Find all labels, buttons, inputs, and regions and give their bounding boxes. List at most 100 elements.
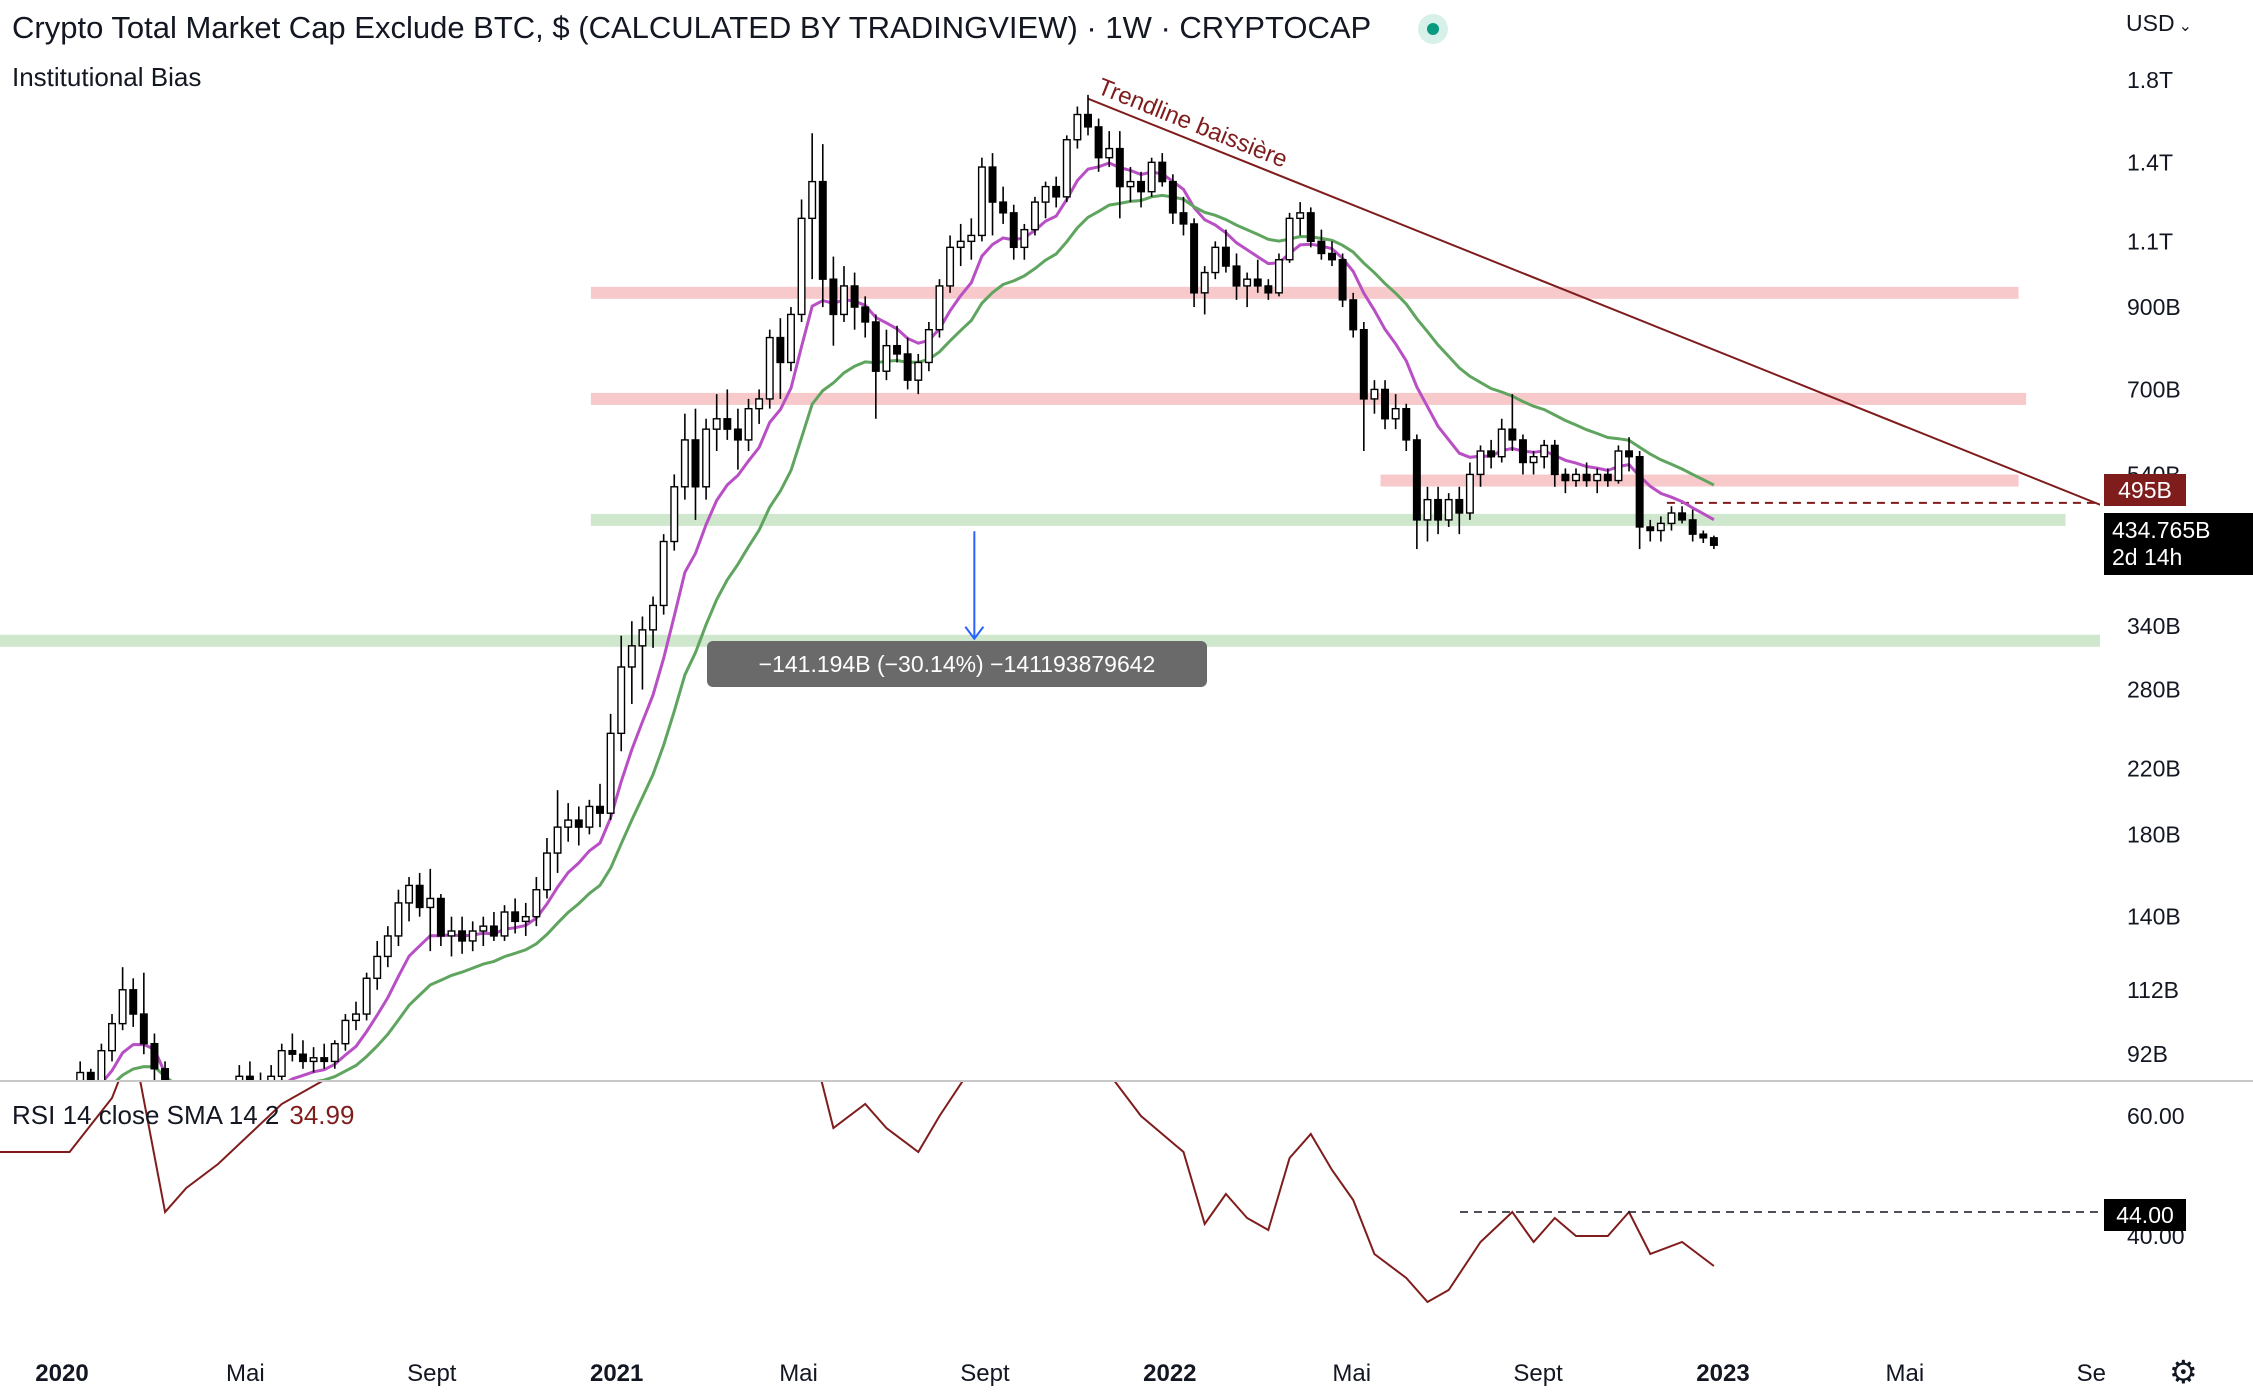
candle <box>946 235 955 293</box>
candle-body <box>1126 180 1135 188</box>
candle-body <box>1030 201 1039 231</box>
candle <box>235 1065 244 1080</box>
candle <box>1635 451 1644 550</box>
candle-body <box>118 989 127 1025</box>
time-axis-label: Mai <box>1886 1360 1925 1387</box>
candle <box>903 337 912 390</box>
chart-title: Crypto Total Market Cap Exclude BTC, $ (… <box>12 10 1372 45</box>
candle <box>680 413 689 500</box>
candle-body <box>680 439 689 488</box>
candle <box>1296 202 1305 236</box>
candle-body <box>1094 126 1103 159</box>
candle-body <box>362 977 371 1015</box>
candle-body <box>574 819 583 828</box>
time-axis-label: Se <box>2077 1360 2106 1387</box>
candle <box>564 803 573 842</box>
candle <box>1147 157 1156 197</box>
candle <box>511 898 520 934</box>
candle-body <box>999 201 1008 214</box>
candle <box>1190 218 1199 308</box>
candle-body <box>659 540 668 607</box>
candle-body <box>1253 278 1262 287</box>
candle-body <box>1625 450 1634 458</box>
candle <box>1709 535 1718 550</box>
candle <box>1518 434 1527 475</box>
candle-body <box>1221 246 1230 267</box>
candle-body <box>1412 439 1421 521</box>
candle <box>1009 204 1018 260</box>
candle <box>1572 468 1580 487</box>
candle <box>596 783 604 828</box>
bar-countdown: 2d 14h <box>2112 544 2183 570</box>
candle-body <box>1317 240 1326 255</box>
candle-body <box>829 278 838 316</box>
candle-body <box>1582 473 1591 482</box>
price-axis-label: 112B <box>2127 977 2179 1003</box>
candle-body <box>436 897 445 937</box>
candle <box>1540 439 1549 469</box>
time-axis: 2020 Mai Sept 2021 Mai Sept 2022 Mai Sept 2023 Mai… <box>35 1360 2106 1387</box>
candle <box>712 394 721 452</box>
candle-body <box>183 1158 190 1173</box>
candle <box>638 616 647 690</box>
candle-body <box>606 732 615 814</box>
rsi-level-tag: 44.00 <box>2104 1199 2186 1231</box>
candle-body <box>1200 271 1209 294</box>
candle <box>1402 403 1411 452</box>
support-zone <box>590 513 2066 526</box>
settings-gear-icon[interactable]: ⚙ <box>2169 1354 2198 1390</box>
candle-body <box>532 889 541 918</box>
candle <box>1338 253 1347 308</box>
candle-body <box>352 1013 360 1022</box>
market-status-icon[interactable] <box>1418 14 1448 44</box>
candle <box>129 978 138 1027</box>
candle-body <box>288 1049 297 1055</box>
candle <box>500 905 509 941</box>
candle <box>1582 462 1591 487</box>
indicator-label[interactable]: Institutional Bias <box>12 62 202 92</box>
time-axis-label: Sept <box>1513 1360 1563 1387</box>
candle-body <box>702 428 711 488</box>
rsi-legend-label: RSI 14 close SMA 14 2 <box>12 1100 280 1130</box>
candle <box>893 325 902 363</box>
candle <box>194 1126 201 1174</box>
candle-body <box>1561 473 1570 482</box>
candle <box>118 967 127 1031</box>
candle <box>1073 106 1082 149</box>
last-price-tag: 434.765B 2d 14h <box>2104 513 2253 575</box>
candle-body <box>1497 428 1506 458</box>
candle-body <box>627 645 636 668</box>
candle-body <box>670 486 679 543</box>
candle-body <box>1084 113 1092 128</box>
rsi-line <box>0 1082 1715 1304</box>
candle <box>309 1047 318 1073</box>
candle <box>76 1061 85 1080</box>
candle-body <box>564 819 573 828</box>
candle <box>1370 380 1379 414</box>
candle <box>840 266 848 322</box>
candle-body <box>1678 512 1687 521</box>
candle <box>829 256 838 346</box>
candle <box>1688 509 1697 542</box>
candle-body <box>1423 498 1432 521</box>
candle <box>352 1001 360 1031</box>
rsi-legend[interactable]: RSI 14 close SMA 14 2 34.99 <box>12 1100 354 1131</box>
candle <box>553 790 562 873</box>
candle-body <box>1370 388 1379 400</box>
candle <box>489 912 498 941</box>
candle <box>479 916 488 947</box>
price-axis-label: 140B <box>2127 904 2181 930</box>
candle-body <box>129 989 138 1015</box>
currency-selector[interactable]: USD ⌄ <box>2126 10 2192 37</box>
candle <box>585 799 594 835</box>
candle <box>1084 94 1092 136</box>
candle <box>1359 321 1368 452</box>
candle <box>161 1061 170 1080</box>
candle-body <box>744 407 753 441</box>
candle <box>871 314 880 419</box>
time-axis-label: 2020 <box>35 1360 88 1387</box>
candle-body <box>903 353 912 381</box>
candle <box>1476 445 1485 487</box>
candle <box>1317 229 1326 260</box>
